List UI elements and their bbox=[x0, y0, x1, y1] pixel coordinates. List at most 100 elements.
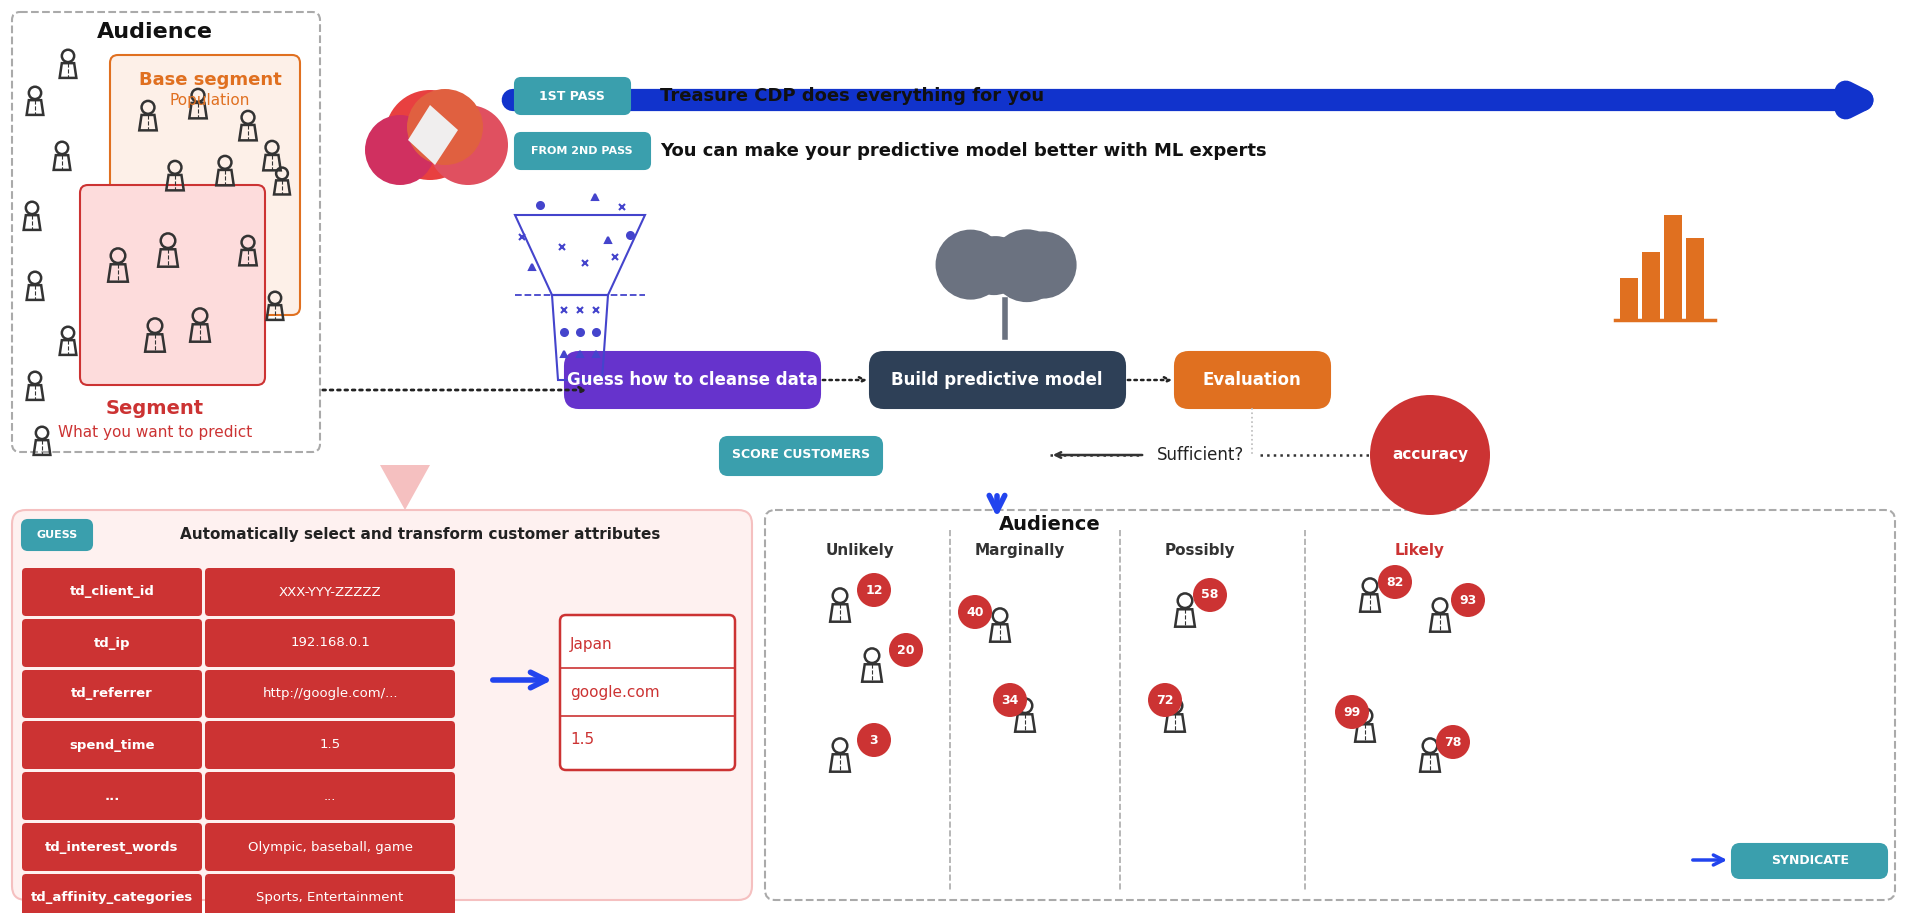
FancyBboxPatch shape bbox=[560, 615, 736, 770]
Circle shape bbox=[938, 233, 1003, 298]
Circle shape bbox=[994, 683, 1026, 717]
FancyBboxPatch shape bbox=[870, 352, 1126, 408]
Text: td_referrer: td_referrer bbox=[71, 687, 153, 700]
Text: Audience: Audience bbox=[999, 516, 1101, 534]
Circle shape bbox=[1336, 695, 1368, 729]
FancyBboxPatch shape bbox=[11, 12, 319, 452]
Text: ...: ... bbox=[105, 790, 120, 803]
Text: 99: 99 bbox=[1343, 706, 1361, 719]
Text: 58: 58 bbox=[1202, 589, 1219, 602]
Circle shape bbox=[1450, 583, 1485, 617]
Text: Olympic, baseball, game: Olympic, baseball, game bbox=[248, 841, 413, 854]
Text: Sports, Entertainment: Sports, Entertainment bbox=[256, 891, 403, 905]
Text: Likely: Likely bbox=[1395, 542, 1445, 558]
Circle shape bbox=[1435, 725, 1470, 759]
Polygon shape bbox=[409, 105, 459, 165]
Text: Segment: Segment bbox=[105, 398, 204, 417]
FancyBboxPatch shape bbox=[23, 874, 203, 913]
Text: accuracy: accuracy bbox=[1391, 447, 1468, 463]
Text: ...: ... bbox=[323, 790, 336, 803]
Circle shape bbox=[428, 105, 508, 185]
Text: 93: 93 bbox=[1460, 593, 1477, 606]
FancyBboxPatch shape bbox=[1731, 844, 1886, 878]
Circle shape bbox=[969, 236, 1024, 292]
Bar bbox=[1642, 252, 1661, 320]
Text: Unlikely: Unlikely bbox=[826, 542, 894, 558]
Circle shape bbox=[365, 115, 436, 185]
Circle shape bbox=[965, 236, 1024, 295]
Text: 1.5: 1.5 bbox=[319, 739, 340, 751]
FancyBboxPatch shape bbox=[720, 437, 883, 475]
Circle shape bbox=[936, 230, 1005, 299]
FancyBboxPatch shape bbox=[204, 874, 455, 913]
FancyBboxPatch shape bbox=[80, 185, 266, 385]
FancyBboxPatch shape bbox=[204, 568, 455, 616]
Text: td_interest_words: td_interest_words bbox=[46, 841, 180, 854]
Text: SYNDICATE: SYNDICATE bbox=[1771, 855, 1850, 867]
FancyBboxPatch shape bbox=[23, 772, 203, 820]
FancyBboxPatch shape bbox=[11, 510, 753, 900]
Text: Treasure CDP does everything for you: Treasure CDP does everything for you bbox=[659, 87, 1043, 105]
FancyBboxPatch shape bbox=[23, 670, 203, 718]
Text: Possibly: Possibly bbox=[1164, 542, 1235, 558]
Circle shape bbox=[957, 595, 992, 629]
Polygon shape bbox=[380, 465, 430, 510]
Circle shape bbox=[1009, 231, 1076, 299]
Text: XXX-YYY-ZZZZZ: XXX-YYY-ZZZZZ bbox=[279, 585, 382, 599]
FancyBboxPatch shape bbox=[764, 510, 1896, 900]
FancyBboxPatch shape bbox=[204, 823, 455, 871]
Text: 20: 20 bbox=[898, 644, 915, 656]
FancyBboxPatch shape bbox=[111, 55, 300, 315]
Text: 82: 82 bbox=[1385, 575, 1405, 589]
Circle shape bbox=[1378, 565, 1412, 599]
Text: Audience: Audience bbox=[97, 22, 212, 42]
FancyBboxPatch shape bbox=[204, 721, 455, 769]
Text: 192.168.0.1: 192.168.0.1 bbox=[290, 636, 371, 649]
Text: Build predictive model: Build predictive model bbox=[891, 371, 1103, 389]
FancyBboxPatch shape bbox=[23, 520, 92, 550]
FancyBboxPatch shape bbox=[204, 670, 455, 718]
Circle shape bbox=[889, 633, 923, 667]
Circle shape bbox=[990, 229, 1063, 302]
FancyBboxPatch shape bbox=[514, 133, 650, 169]
FancyBboxPatch shape bbox=[204, 619, 455, 667]
Text: 12: 12 bbox=[866, 583, 883, 596]
Text: Base segment: Base segment bbox=[140, 71, 281, 89]
Circle shape bbox=[1370, 395, 1491, 515]
Circle shape bbox=[994, 234, 1055, 295]
Bar bbox=[1621, 278, 1638, 320]
Text: td_ip: td_ip bbox=[94, 636, 130, 649]
Text: 78: 78 bbox=[1445, 736, 1462, 749]
Text: 1ST PASS: 1ST PASS bbox=[539, 89, 606, 102]
Circle shape bbox=[407, 89, 483, 165]
Text: Marginally: Marginally bbox=[975, 542, 1064, 558]
Text: FROM 2ND PASS: FROM 2ND PASS bbox=[531, 146, 633, 156]
Text: td_affinity_categories: td_affinity_categories bbox=[31, 891, 193, 905]
FancyBboxPatch shape bbox=[23, 568, 203, 616]
Text: GUESS: GUESS bbox=[36, 530, 78, 540]
Text: Population: Population bbox=[170, 92, 250, 108]
Text: SCORE CUSTOMERS: SCORE CUSTOMERS bbox=[732, 448, 870, 461]
Text: Automatically select and transform customer attributes: Automatically select and transform custo… bbox=[180, 528, 659, 542]
FancyBboxPatch shape bbox=[566, 352, 820, 408]
Text: 1.5: 1.5 bbox=[569, 732, 594, 748]
Circle shape bbox=[856, 573, 891, 607]
FancyBboxPatch shape bbox=[23, 823, 203, 871]
Circle shape bbox=[384, 90, 476, 180]
Text: Sufficient?: Sufficient? bbox=[1156, 446, 1244, 464]
FancyBboxPatch shape bbox=[204, 772, 455, 820]
Text: Japan: Japan bbox=[569, 637, 613, 653]
Text: 3: 3 bbox=[870, 733, 879, 747]
Bar bbox=[1686, 238, 1705, 320]
Text: 34: 34 bbox=[1001, 694, 1019, 707]
Text: Evaluation: Evaluation bbox=[1202, 371, 1301, 389]
Text: 40: 40 bbox=[967, 605, 984, 618]
FancyBboxPatch shape bbox=[23, 721, 203, 769]
Circle shape bbox=[856, 723, 891, 757]
FancyBboxPatch shape bbox=[514, 78, 631, 114]
Circle shape bbox=[1149, 683, 1183, 717]
Text: Guess how to cleanse data: Guess how to cleanse data bbox=[566, 371, 818, 389]
FancyBboxPatch shape bbox=[23, 619, 203, 667]
FancyBboxPatch shape bbox=[1175, 352, 1330, 408]
Text: http://google.com/...: http://google.com/... bbox=[262, 687, 397, 700]
